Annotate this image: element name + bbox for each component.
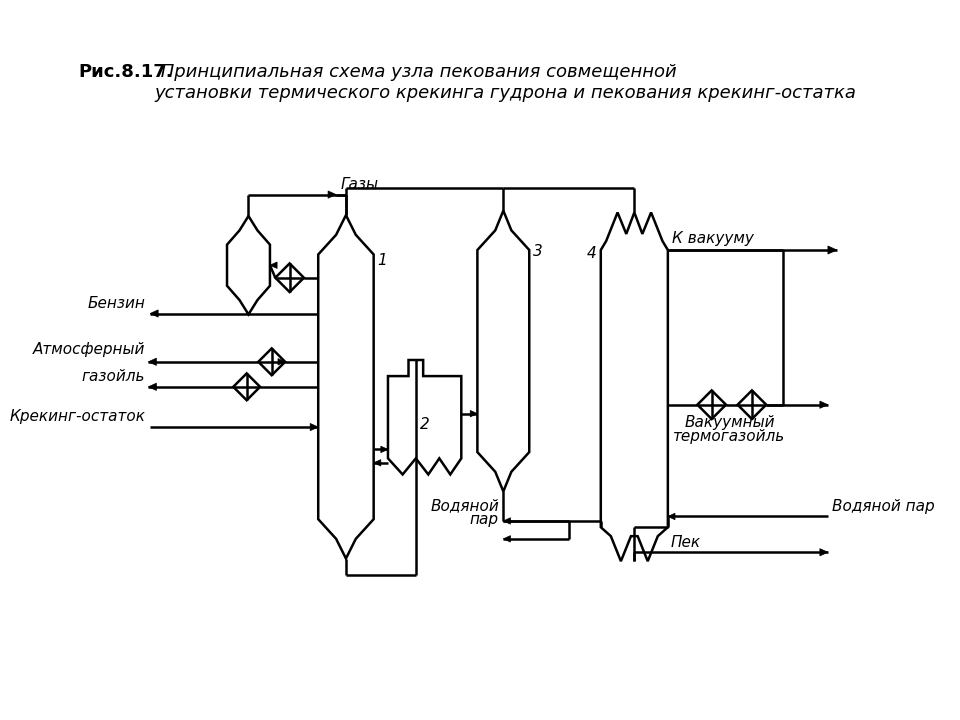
Polygon shape xyxy=(820,401,828,408)
Polygon shape xyxy=(381,446,388,453)
Polygon shape xyxy=(233,374,260,400)
Text: 1: 1 xyxy=(377,253,387,268)
Text: термогазойль: термогазойль xyxy=(673,429,785,444)
Polygon shape xyxy=(276,264,304,292)
Polygon shape xyxy=(601,212,668,561)
Text: газойль: газойль xyxy=(82,369,145,384)
Polygon shape xyxy=(150,310,158,317)
Text: Водяной пар: Водяной пар xyxy=(832,499,935,514)
Polygon shape xyxy=(388,360,462,474)
Text: 2: 2 xyxy=(420,417,429,432)
Polygon shape xyxy=(470,410,477,417)
Polygon shape xyxy=(318,215,373,559)
Text: Водяной: Водяной xyxy=(430,498,499,513)
Text: 3: 3 xyxy=(533,244,542,258)
Polygon shape xyxy=(820,549,828,556)
Text: Крекинг-остаток: Крекинг-остаток xyxy=(10,410,146,424)
Text: Бензин: Бензин xyxy=(87,296,146,311)
Polygon shape xyxy=(373,459,381,466)
Text: Пек: Пек xyxy=(670,534,700,549)
Text: Принципиальная схема узла пекования совмещенной
установки термического крекинга : Принципиальная схема узла пекования совм… xyxy=(155,63,856,102)
Polygon shape xyxy=(328,191,336,198)
Polygon shape xyxy=(258,348,285,375)
Polygon shape xyxy=(828,246,837,254)
Polygon shape xyxy=(278,359,285,365)
Polygon shape xyxy=(149,383,156,390)
Polygon shape xyxy=(477,211,529,492)
Text: К вакууму: К вакууму xyxy=(672,230,755,246)
Text: Рис.8.17.: Рис.8.17. xyxy=(79,63,173,81)
Text: Газы: Газы xyxy=(341,177,378,192)
Polygon shape xyxy=(503,536,511,542)
Text: Атмосферный: Атмосферный xyxy=(33,342,145,357)
Text: пар: пар xyxy=(469,512,499,527)
Text: 4: 4 xyxy=(587,246,596,261)
Polygon shape xyxy=(697,390,726,419)
Polygon shape xyxy=(310,423,318,431)
Polygon shape xyxy=(668,513,675,520)
Polygon shape xyxy=(270,262,277,269)
Polygon shape xyxy=(227,216,270,315)
Polygon shape xyxy=(149,358,156,366)
Polygon shape xyxy=(503,518,511,524)
Text: Вакуумный: Вакуумный xyxy=(684,415,775,431)
Polygon shape xyxy=(737,390,766,419)
